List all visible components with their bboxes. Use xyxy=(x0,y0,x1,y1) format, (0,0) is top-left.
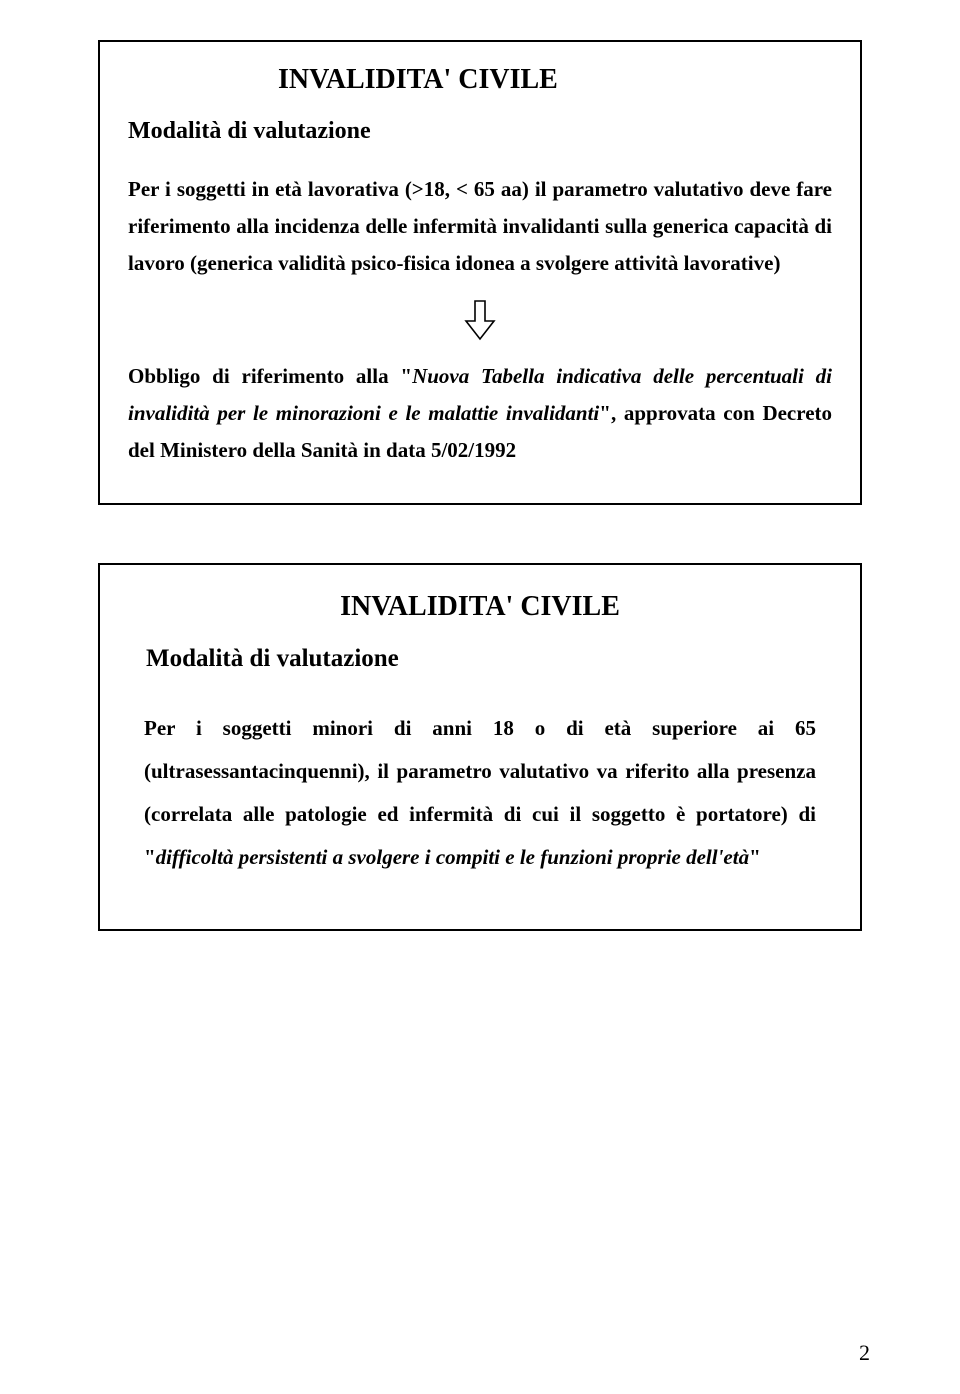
box1-paragraph-1: Per i soggetti in età lavorativa (>18, <… xyxy=(128,171,832,281)
obbligo-quote-open: " xyxy=(400,364,412,388)
box2-title: INVALIDITA' CIVILE xyxy=(136,591,824,623)
down-arrow-icon xyxy=(128,299,832,346)
box2-italic: difficoltà persistenti a svolgere i comp… xyxy=(156,845,749,869)
box1-obbligo: Obbligo di riferimento alla "Nuova Tabel… xyxy=(128,358,832,468)
box2-lead: Per i soggetti minori di anni 18 o di et… xyxy=(144,716,816,826)
box-invalidita-1: INVALIDITA' CIVILE Modalità di valutazio… xyxy=(98,40,862,505)
box2-quote-close: " xyxy=(749,845,761,869)
box2-subtitle: Modalità di valutazione xyxy=(136,645,824,673)
box2-paragraph: Per i soggetti minori di anni 18 o di et… xyxy=(136,707,824,879)
box2-quote-open: " xyxy=(144,845,156,869)
box1-title: INVALIDITA' CIVILE xyxy=(128,64,832,96)
box1-subtitle: Modalità di valutazione xyxy=(128,118,832,145)
page-number: 2 xyxy=(859,1340,870,1366)
obbligo-quote-close: " xyxy=(599,401,611,425)
box-invalidita-2: INVALIDITA' CIVILE Modalità di valutazio… xyxy=(98,563,862,931)
obbligo-prefix: Obbligo di riferimento alla xyxy=(128,364,400,388)
